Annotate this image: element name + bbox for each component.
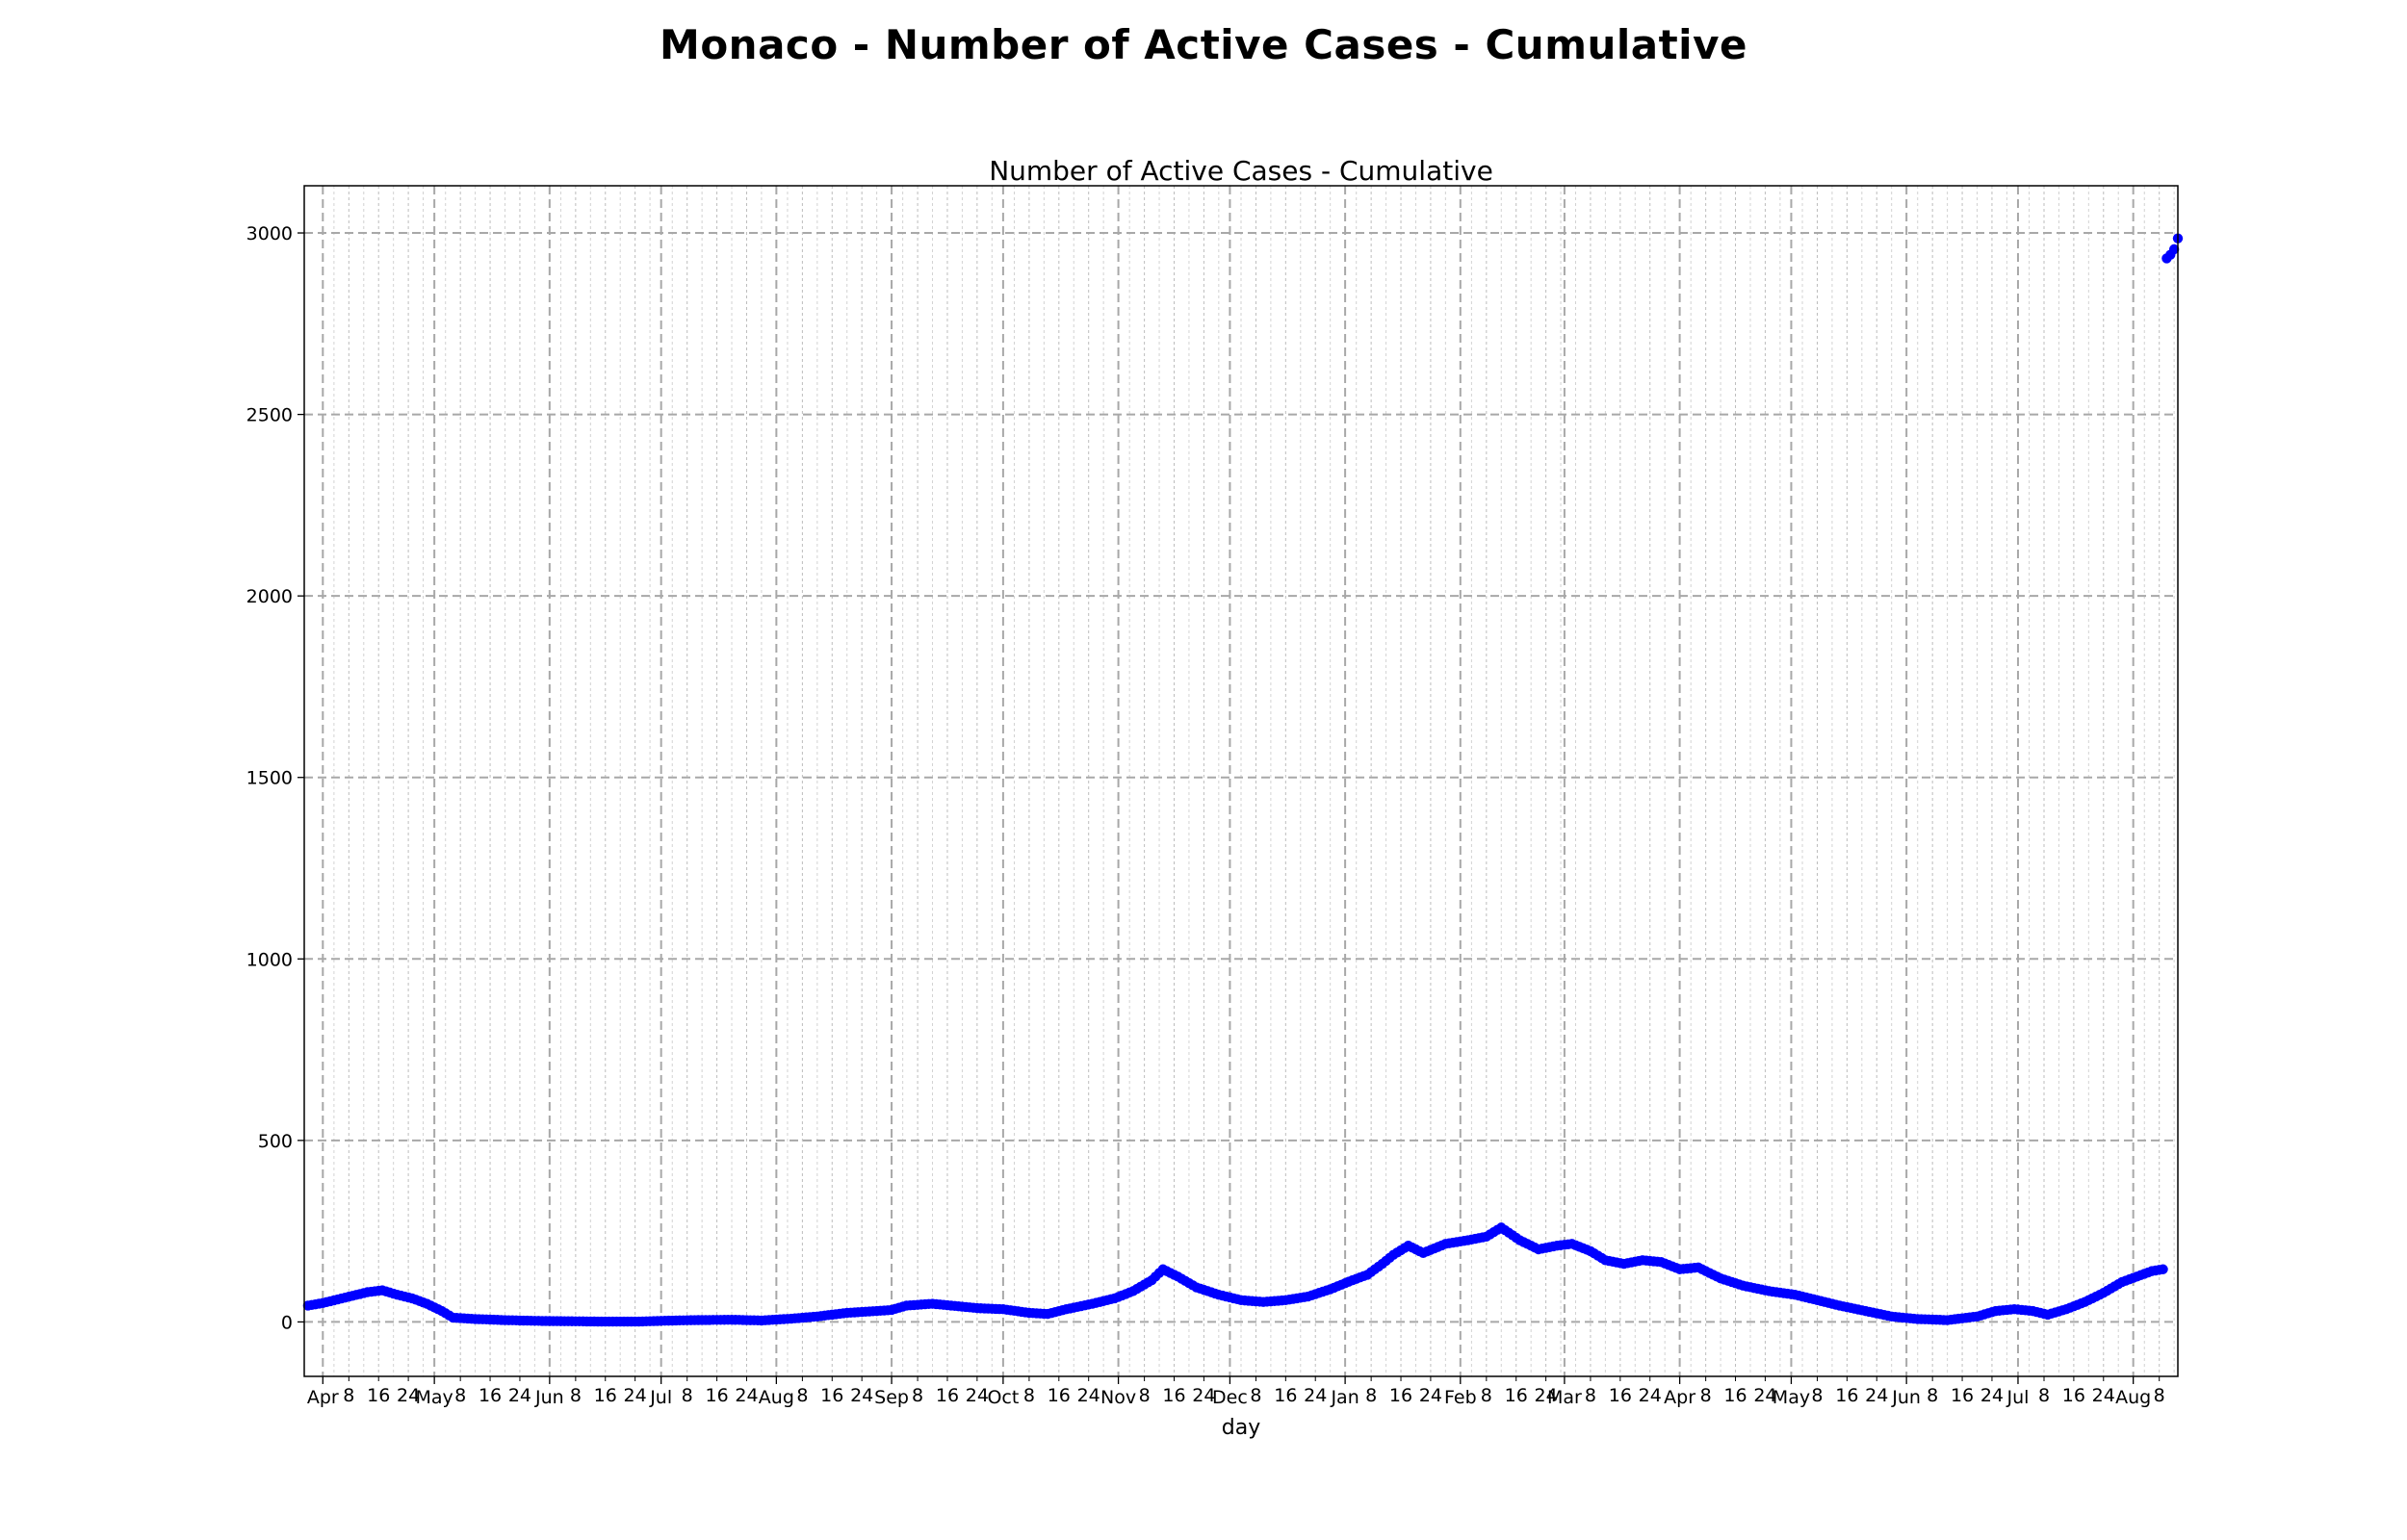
x-day-label: 24 [397,1385,420,1406]
x-day-label: 24 [1192,1385,1215,1406]
x-day-label: 8 [2154,1385,2165,1406]
x-month-label: Jan [1330,1387,1359,1408]
x-day-label: 8 [1023,1385,1035,1406]
x-month-label: Apr [307,1387,339,1408]
x-month-label: Jun [1891,1387,1921,1408]
x-day-label: 8 [570,1385,582,1406]
x-day-label: 24 [1980,1385,2004,1406]
x-day-label: 24 [508,1385,531,1406]
x-month-label: Aug [2115,1387,2151,1408]
x-day-label: 16 [1389,1385,1412,1406]
x-day-label: 24 [1865,1385,1888,1406]
x-month-label: Jun [534,1387,564,1408]
y-tick-label: 1500 [246,768,293,789]
x-axis-label: day [1222,1416,1260,1440]
x-month-label: Apr [1664,1387,1695,1408]
x-day-label: 24 [1419,1385,1442,1406]
x-month-label: May [1773,1387,1810,1408]
axes-title: Number of Active Cases - Cumulative [989,155,1493,187]
x-day-label: 16 [479,1385,502,1406]
x-day-label: 8 [1365,1385,1377,1406]
x-month-label: Dec [1212,1387,1248,1408]
y-tick-label: 2000 [246,586,293,607]
data-point [2158,1264,2168,1274]
x-day-label: 16 [1609,1385,1632,1406]
data-point [2168,244,2180,255]
y-axis-ticks: 0 500 1000 1500 2000 2500 3000 [246,223,304,1333]
x-day-label: 8 [682,1385,693,1406]
x-day-label: 16 [1951,1385,1974,1406]
x-day-label: 24 [624,1385,647,1406]
x-month-label: Nov [1100,1387,1136,1408]
x-day-label: 24 [1535,1385,1558,1406]
x-month-label: Sep [874,1387,909,1408]
x-day-label: 16 [1048,1385,1071,1406]
x-day-label: 16 [1274,1385,1297,1406]
x-day-label: 24 [966,1385,989,1406]
x-day-label: 8 [796,1385,808,1406]
x-day-label: 8 [912,1385,923,1406]
y-tick-label: 0 [281,1312,293,1333]
x-day-label: 24 [2092,1385,2115,1406]
x-day-label: 16 [936,1385,959,1406]
x-day-label: 16 [1505,1385,1528,1406]
x-day-label: 8 [1927,1385,1938,1406]
x-day-label: 24 [1639,1385,1662,1406]
x-day-label: 24 [1304,1385,1327,1406]
x-day-label: 16 [1162,1385,1185,1406]
x-day-label: 16 [594,1385,617,1406]
x-day-label: 16 [2062,1385,2085,1406]
x-month-label: Aug [759,1387,794,1408]
x-day-label: 24 [735,1385,758,1406]
major-gridlines [304,186,2178,1376]
x-day-label: 8 [343,1385,354,1406]
x-day-label: 8 [1700,1385,1712,1406]
x-day-label: 24 [1077,1385,1100,1406]
x-month-label: Oct [987,1387,1019,1408]
x-day-label: 8 [1250,1385,1261,1406]
x-month-label: Mar [1547,1387,1582,1408]
figure-suptitle: Monaco - Number of Active Cases - Cumula… [660,21,1747,68]
y-tick-label: 1000 [246,949,293,970]
x-day-label: 8 [2038,1385,2050,1406]
x-day-label: 16 [367,1385,390,1406]
y-tick-label: 3000 [246,223,293,244]
x-day-label: 8 [1481,1385,1492,1406]
plot-frame [303,185,2179,1377]
x-day-label: 16 [820,1385,843,1406]
x-day-label: 16 [1835,1385,1858,1406]
data-points [302,233,2184,1327]
x-month-label: Jul [2006,1387,2030,1408]
x-day-label: 8 [1811,1385,1823,1406]
x-day-label: 16 [705,1385,728,1406]
x-month-label: Feb [1444,1387,1477,1408]
x-day-label: 8 [1585,1385,1596,1406]
x-day-label: 8 [454,1385,466,1406]
x-day-label: 24 [1753,1385,1776,1406]
y-tick-label: 2500 [246,405,293,426]
y-tick-label: 500 [258,1131,293,1152]
x-day-label: 24 [850,1385,873,1406]
x-day-label: 16 [1723,1385,1747,1406]
minor-gridlines [333,186,2175,1376]
x-day-label: 8 [1139,1385,1151,1406]
x-month-label: May [415,1387,453,1408]
x-month-label: Jul [649,1387,672,1408]
